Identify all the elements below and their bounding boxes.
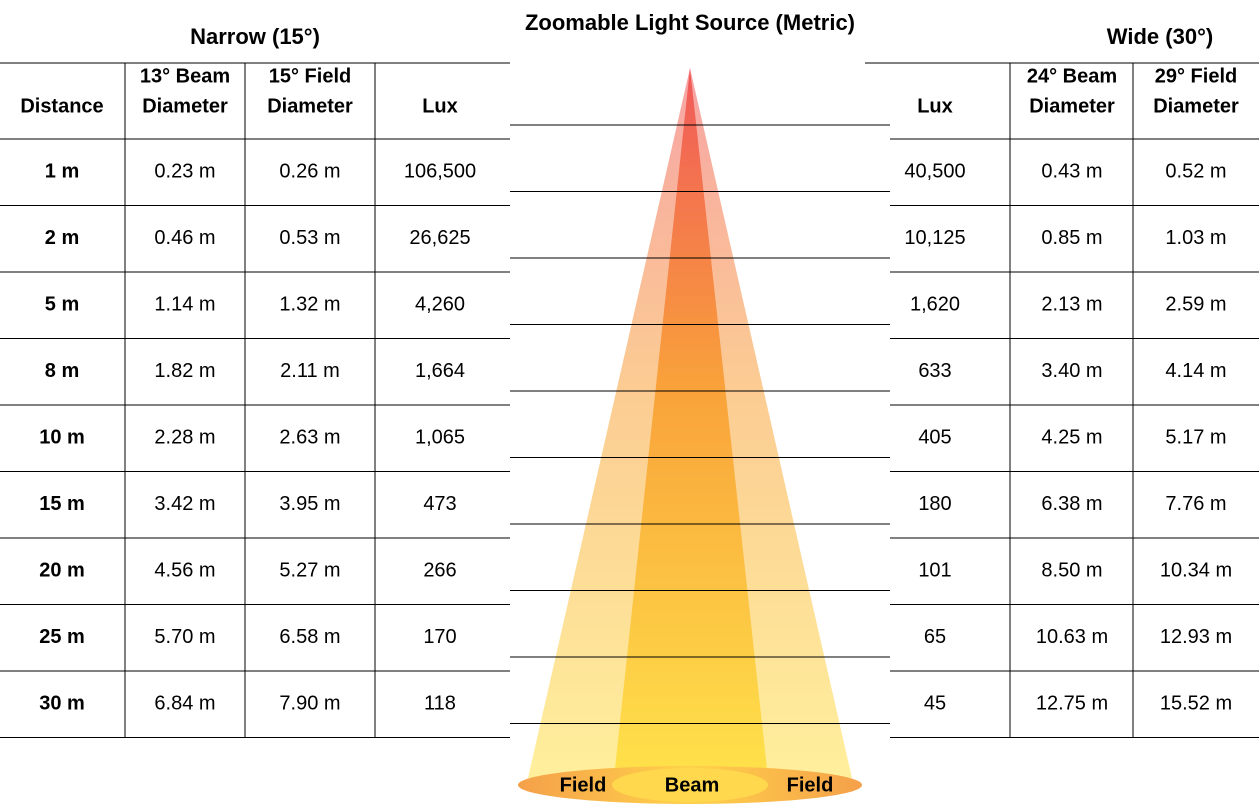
- table-cell: 2.63 m: [279, 427, 340, 449]
- table-cell: 1.03 m: [1165, 227, 1226, 249]
- table-cell: 5.70 m: [154, 626, 215, 648]
- table-cell: 2.11 m: [280, 360, 340, 382]
- table-cell: 4.56 m: [154, 560, 215, 582]
- table-cell: 5.27 m: [279, 560, 340, 582]
- table-cell: 0.53 m: [279, 227, 340, 249]
- table-cell: 26,625: [409, 227, 470, 249]
- table-cell: 65: [924, 626, 946, 648]
- table-cell: 1.14 m: [154, 294, 215, 316]
- table-cell: 12.75 m: [1036, 693, 1108, 715]
- light-cone: [518, 68, 862, 804]
- column-header: 13° Beam: [140, 65, 230, 87]
- table-cell: 3.40 m: [1041, 360, 1102, 382]
- column-header: Diameter: [1153, 95, 1239, 117]
- distance-cell: 20 m: [39, 560, 85, 582]
- table-cell: 8.50 m: [1041, 560, 1102, 582]
- table-cell: 633: [918, 360, 951, 382]
- table-cell: 170: [423, 626, 456, 648]
- table-cell: 106,500: [404, 161, 476, 183]
- table-cell: 7.76 m: [1165, 493, 1226, 515]
- table-cell: 3.95 m: [279, 493, 340, 515]
- distance-cell: 8 m: [45, 360, 79, 382]
- table-cell: 0.23 m: [154, 161, 215, 183]
- photometric-chart: Narrow (15°) Zoomable Light Source (Metr…: [0, 0, 1259, 805]
- table-cell: 0.46 m: [154, 227, 215, 249]
- table-cell: 1,620: [910, 294, 960, 316]
- table-cell: 15.52 m: [1160, 693, 1232, 715]
- table-cell: 4.14 m: [1165, 360, 1226, 382]
- table-cell: 0.85 m: [1041, 227, 1102, 249]
- distance-cell: 15 m: [39, 493, 85, 515]
- table-cell: 7.90 m: [279, 693, 340, 715]
- distance-cell: 1 m: [45, 161, 79, 183]
- wide-title: Wide (30°): [1107, 24, 1213, 49]
- distance-cell: 10 m: [39, 427, 85, 449]
- table-cell: 473: [423, 493, 456, 515]
- column-header: 29° Field: [1155, 65, 1237, 87]
- table-cell: 6.58 m: [279, 626, 340, 648]
- table-cell: 6.38 m: [1041, 493, 1102, 515]
- table-cell: 4,260: [415, 294, 465, 316]
- column-header: Lux: [422, 95, 458, 117]
- table-cell: 0.43 m: [1041, 161, 1102, 183]
- table-cell: 5.17 m: [1165, 427, 1226, 449]
- distance-cell: 25 m: [39, 626, 85, 648]
- table-cell: 40,500: [904, 161, 965, 183]
- column-header: 24° Beam: [1027, 65, 1117, 87]
- table-cell: 4.25 m: [1041, 427, 1102, 449]
- legend-beam: Beam: [665, 774, 719, 796]
- table-cell: 10,125: [904, 227, 965, 249]
- column-header: Diameter: [267, 95, 353, 117]
- table-cell: 0.52 m: [1165, 161, 1226, 183]
- table-cell: 180: [918, 493, 951, 515]
- table-cell: 1.32 m: [279, 294, 340, 316]
- legend-field: Field: [560, 774, 607, 796]
- column-header: Diameter: [1029, 95, 1115, 117]
- main-title: Zoomable Light Source (Metric): [525, 10, 855, 35]
- table-cell: 1,065: [415, 427, 465, 449]
- distance-cell: 5 m: [45, 294, 79, 316]
- table-cell: 2.59 m: [1165, 294, 1226, 316]
- table-cell: 1,664: [415, 360, 465, 382]
- column-header: Distance: [20, 95, 103, 117]
- table-cell: 118: [424, 693, 456, 715]
- table-cell: 101: [918, 560, 951, 582]
- table-cell: 405: [918, 427, 951, 449]
- table-cell: 0.26 m: [279, 161, 340, 183]
- table-cell: 6.84 m: [154, 693, 215, 715]
- table-cell: 266: [423, 560, 456, 582]
- table-cell: 10.63 m: [1036, 626, 1108, 648]
- column-header: Lux: [917, 95, 953, 117]
- table-cell: 1.82 m: [154, 360, 215, 382]
- distance-cell: 2 m: [45, 227, 79, 249]
- table-cell: 3.42 m: [154, 493, 215, 515]
- table-cell: 10.34 m: [1160, 560, 1232, 582]
- distance-cell: 30 m: [39, 693, 85, 715]
- table-cell: 2.28 m: [154, 427, 215, 449]
- table-cell: 2.13 m: [1041, 294, 1102, 316]
- page: {"titles": {"narrow": "Narrow (15°)", "m…: [0, 0, 1259, 805]
- table-cell: 45: [924, 693, 946, 715]
- column-header: Diameter: [142, 95, 228, 117]
- table-cell: 12.93 m: [1160, 626, 1232, 648]
- column-header: 15° Field: [269, 65, 351, 87]
- narrow-title: Narrow (15°): [190, 24, 320, 49]
- legend-field: Field: [787, 774, 834, 796]
